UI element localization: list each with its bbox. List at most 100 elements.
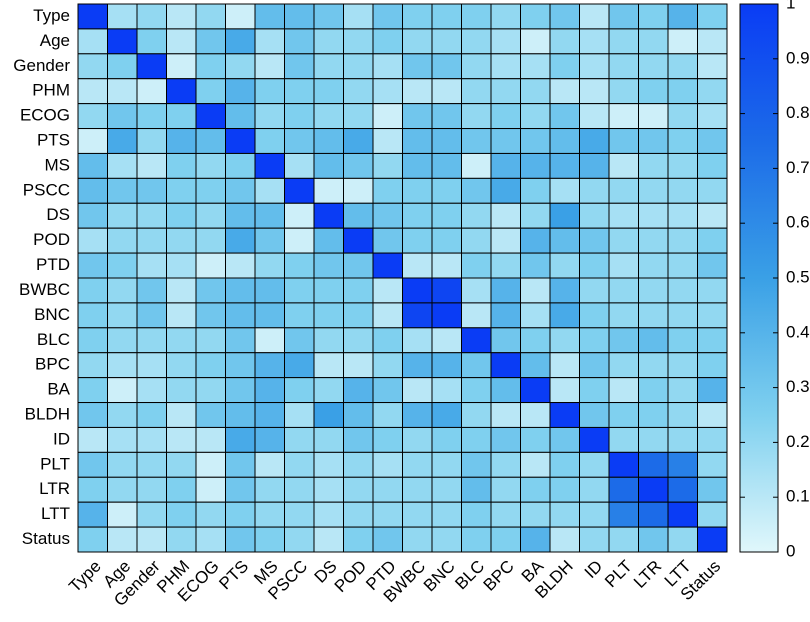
heatmap-cell	[313, 128, 344, 154]
heatmap-cell	[490, 78, 521, 105]
heatmap-cell	[549, 327, 580, 354]
heatmap-cell	[166, 501, 197, 528]
y-tick-label: ECOG	[20, 106, 70, 125]
heatmap-cell	[608, 352, 639, 379]
heatmap-cell	[431, 327, 462, 354]
heatmap-cell	[402, 152, 433, 179]
y-tick-label: BLC	[37, 330, 70, 349]
heatmap-cell	[107, 327, 138, 354]
heatmap-cell	[667, 526, 698, 553]
heatmap-cell	[372, 53, 403, 80]
y-tick-label: BA	[47, 380, 70, 399]
heatmap-cell	[136, 177, 167, 204]
heatmap-cell	[343, 252, 374, 279]
heatmap-cell	[608, 426, 639, 453]
heatmap-cell	[284, 501, 315, 528]
heatmap-cell	[372, 3, 403, 30]
heatmap-cell	[107, 277, 138, 304]
heatmap-cell	[461, 501, 492, 528]
heatmap-cell	[136, 227, 167, 254]
heatmap-cell	[254, 177, 285, 204]
heatmap-cell	[166, 177, 197, 204]
heatmap-cell	[136, 277, 167, 304]
heatmap-cell	[225, 501, 256, 528]
heatmap-cell	[195, 402, 226, 428]
heatmap-cell	[608, 227, 639, 254]
heatmap-cell	[520, 501, 551, 528]
heatmap-cell	[431, 302, 462, 329]
heatmap-cell	[431, 53, 462, 80]
heatmap-cell	[461, 426, 492, 453]
heatmap-cell	[136, 426, 167, 453]
heatmap-cell	[284, 128, 315, 154]
heatmap-cell	[579, 227, 610, 254]
heatmap-cell	[166, 28, 197, 55]
heatmap-cell	[284, 451, 315, 478]
heatmap-cell	[638, 402, 669, 428]
heatmap-cell	[579, 252, 610, 279]
heatmap-cell	[402, 352, 433, 379]
heatmap-cell	[195, 277, 226, 304]
heatmap-cell	[490, 352, 521, 379]
heatmap-cell	[372, 501, 403, 528]
heatmap-cell	[107, 3, 138, 30]
heatmap-cell	[579, 426, 610, 453]
heatmap-cell	[490, 103, 521, 130]
heatmap-cell	[284, 252, 315, 279]
heatmap-cell	[520, 177, 551, 204]
colorbar-tick-label: 0.3	[786, 377, 810, 396]
heatmap-cell	[549, 501, 580, 528]
heatmap-cell	[579, 202, 610, 229]
heatmap-cell	[166, 526, 197, 553]
x-tick-label: POD	[331, 557, 370, 596]
heatmap-cell	[638, 227, 669, 254]
heatmap-cell	[284, 202, 315, 229]
heatmap-cell	[313, 302, 344, 329]
heatmap-cell	[520, 302, 551, 329]
heatmap-cell	[284, 327, 315, 354]
y-tick-label: LTT	[41, 504, 70, 523]
heatmap-cell	[549, 128, 580, 154]
heatmap-cell	[195, 302, 226, 329]
heatmap-cell	[166, 327, 197, 354]
heatmap-cell	[608, 302, 639, 329]
heatmap-cell	[638, 302, 669, 329]
heatmap-cell	[254, 402, 285, 428]
heatmap-cell	[549, 3, 580, 30]
heatmap-cell	[372, 28, 403, 55]
heatmap-cell	[343, 501, 374, 528]
heatmap-cell	[136, 327, 167, 354]
heatmap-cell	[313, 501, 344, 528]
heatmap-cell	[107, 526, 138, 553]
heatmap-cell	[461, 3, 492, 30]
heatmap-cell	[431, 152, 462, 179]
heatmap-cell	[372, 177, 403, 204]
colorbar	[739, 3, 779, 553]
heatmap-cell	[195, 53, 226, 80]
heatmap-cell	[490, 402, 521, 428]
heatmap-cell	[667, 177, 698, 204]
colorbar-tick-label: 1	[786, 0, 795, 12]
heatmap-cell	[461, 202, 492, 229]
heatmap-cell	[579, 501, 610, 528]
heatmap-cell	[431, 426, 462, 453]
heatmap-cell	[77, 152, 108, 179]
heatmap-cell	[667, 3, 698, 30]
heatmap-cell	[254, 327, 285, 354]
heatmap-cell	[638, 501, 669, 528]
y-tick-label: PTD	[36, 255, 70, 274]
heatmap-cell	[107, 352, 138, 379]
heatmap-cell	[431, 476, 462, 503]
heatmap-cell	[166, 377, 197, 404]
heatmap-cell	[225, 202, 256, 229]
heatmap-cell	[638, 277, 669, 304]
heatmap-cell	[697, 152, 728, 179]
heatmap-cell	[697, 476, 728, 503]
heatmap-cell	[608, 327, 639, 354]
heatmap-cell	[549, 252, 580, 279]
heatmap-cell	[107, 252, 138, 279]
heatmap-cell	[461, 177, 492, 204]
heatmap-cell	[166, 426, 197, 453]
heatmap-cell	[697, 302, 728, 329]
heatmap-cell	[638, 377, 669, 404]
